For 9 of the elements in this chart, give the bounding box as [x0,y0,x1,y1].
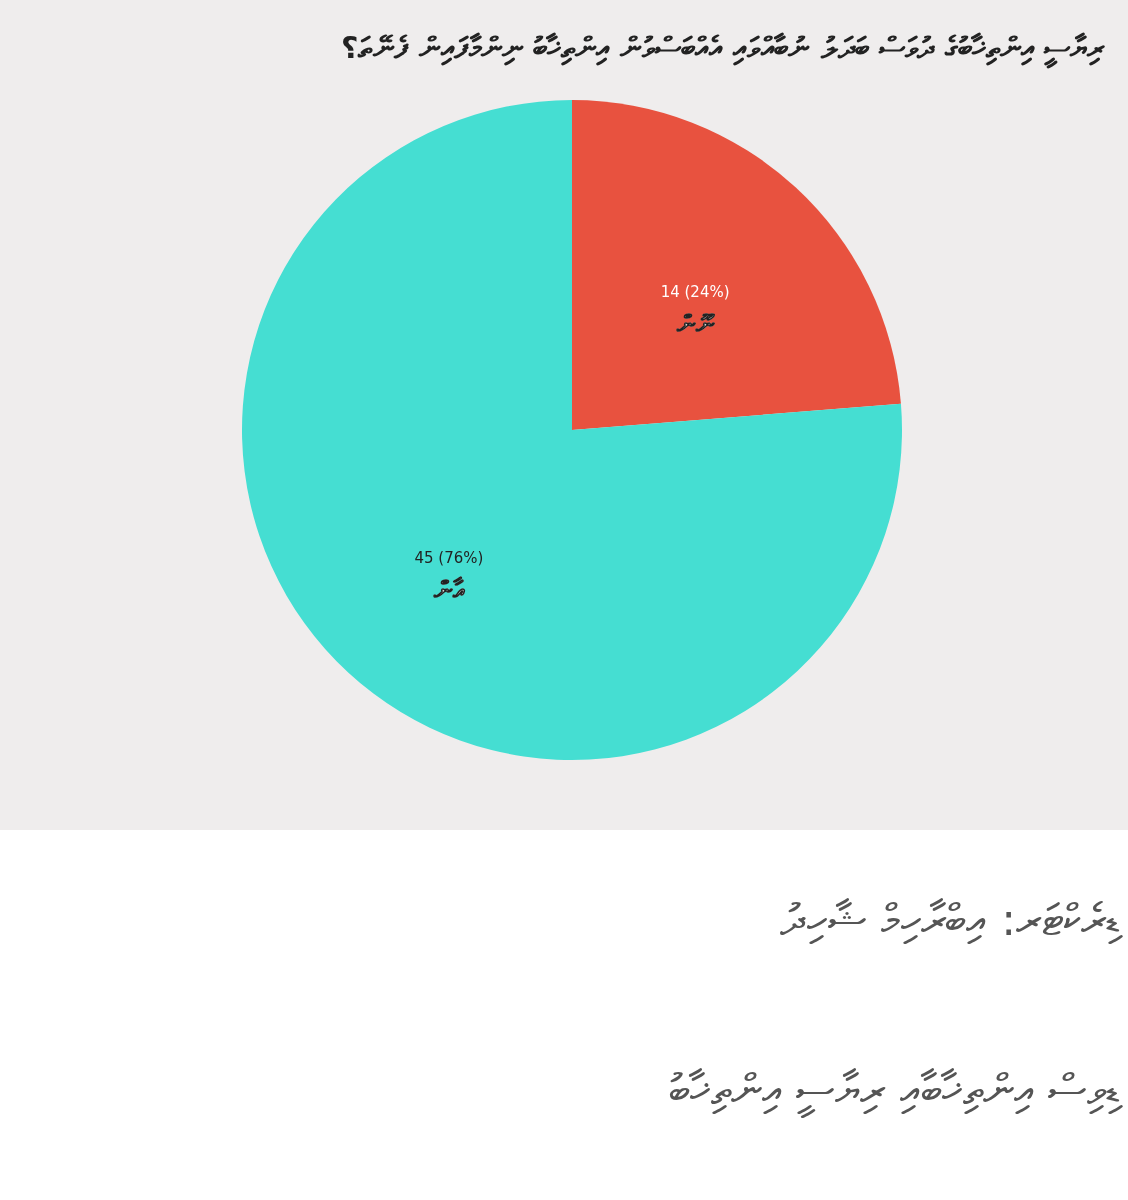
chart-title: ރިޔާސީ އިންތިޚާބުގެ ދުވަސް ބަދަލު ނުބާއްވައި އެއްބަސްވުން އިންތިޚާބު ނިންމާފައިން ފެނޭތަ؟ [341,30,1105,69]
data-label: 45 (76%) [414,549,484,568]
slice-label: ނޫން [675,308,715,339]
pie-slice [242,100,902,760]
text: ޑިވިސް އިންތިޚާބާއި ރިޔާސީ އިންތިޚާބު [669,1064,1123,1118]
text: ޑިރެކްޓަރ: އިބްރާހިމް ޝާހިދު [780,894,1123,945]
slice-label: އާން [432,575,465,606]
data-label: 14 (24%) [660,282,730,301]
pie-slice [572,100,901,430]
